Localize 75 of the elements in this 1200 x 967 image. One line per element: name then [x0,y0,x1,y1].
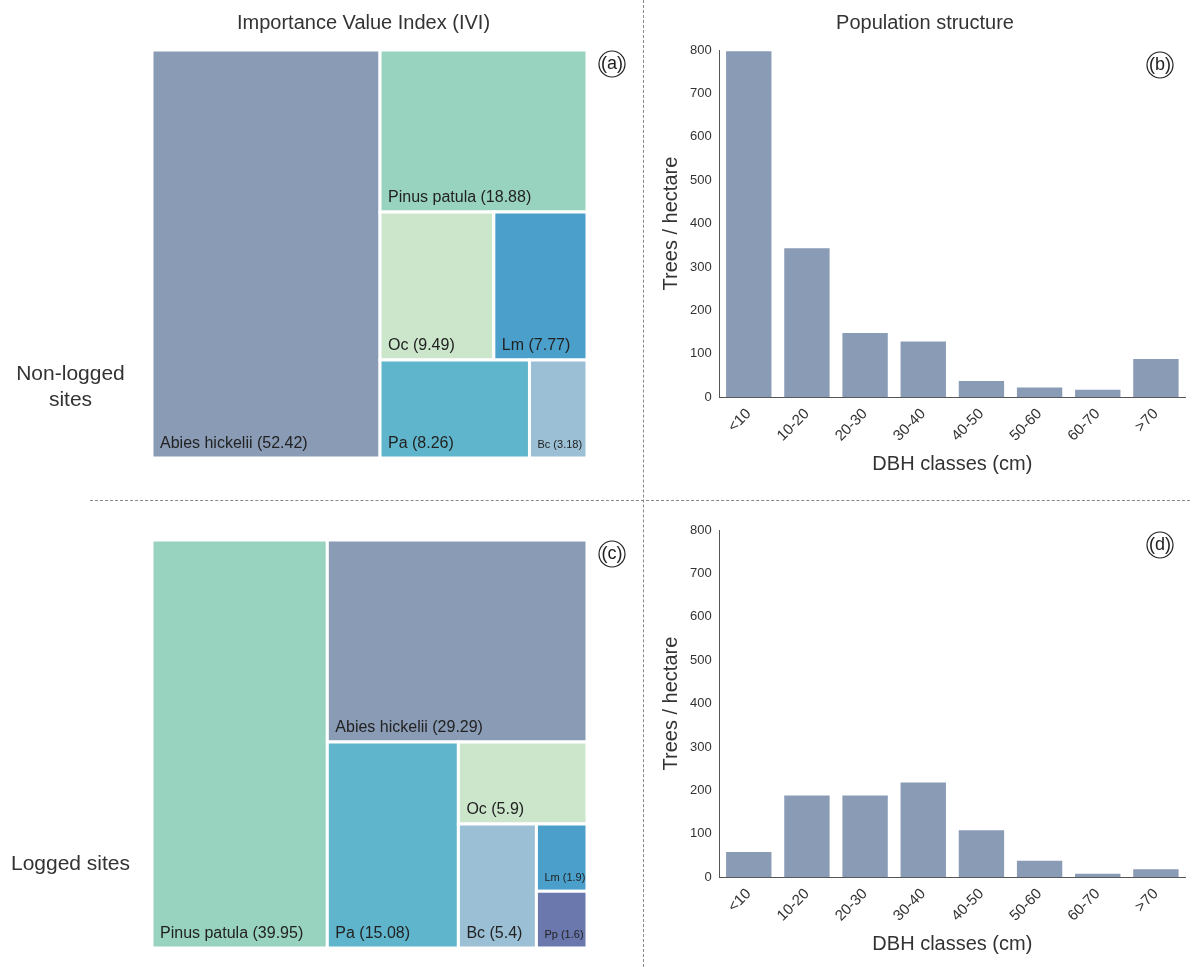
y-tick-label: 100 [689,345,712,361]
category-label: Abies hickelii [335,717,428,735]
data-label: (9.49) [412,335,455,353]
y-tick-label: 600 [689,128,712,144]
bar [1016,387,1063,398]
y-tick-label: 800 [689,41,712,57]
category-label: Lm [501,335,525,353]
data-label: (8.26) [412,434,454,451]
text: Logged sites [9,850,132,876]
data-label: (18.88) [480,187,532,205]
bar [842,332,888,398]
data-label: (1.6) [560,928,584,940]
y-tick-label: 500 [689,651,712,667]
x-tick-label: >70 [1130,404,1161,435]
y-tick-label: 700 [689,84,712,100]
data-label: (29.29) [432,717,483,735]
x-axis-title: DBH classes (cm) [872,451,1033,474]
category-label: Pa [388,434,408,451]
x-axis-title: DBH classes (cm) [872,931,1033,954]
category-label: Abies hickelii [160,434,253,451]
category-label: Pinus patula [160,924,249,941]
bar [1133,869,1179,878]
y-tick-label: 200 [689,301,712,317]
bar [784,248,830,398]
y-tick-label: 300 [689,738,712,754]
bar [842,795,888,878]
category-label: Bc [537,438,551,450]
y-tick-label: 200 [689,781,712,797]
annotation: (b) [1149,53,1171,74]
annotation: (d) [1149,533,1171,554]
y-axis-title: Trees / hectare [658,156,681,291]
y-tick-label: 300 [689,258,712,274]
bar [900,341,946,398]
category-label: Pinus patula [388,187,477,205]
x-tick-label: >70 [1130,884,1161,915]
category-label: Pp [544,928,558,940]
bar [1133,358,1179,398]
category-label: Pa [335,924,355,941]
data-label: (3.18) [553,438,583,450]
text: Importance Value Index (IVI) [235,10,492,34]
bar [726,51,772,398]
category-label: Lm [544,871,560,884]
category-label: Oc [388,335,409,353]
data-label: (15.08) [359,924,411,941]
x-tick-label: <10 [723,884,754,915]
data-label: (52.42) [256,434,308,451]
category-label: Oc [466,800,487,818]
chart-title: Population structure [835,10,1015,34]
data-label: (7.77) [528,335,571,353]
bar [1075,389,1121,398]
y-tick-label: 800 [689,521,712,537]
x-tick-label: <10 [723,404,754,435]
y-tick-label: 0 [704,388,712,404]
bar [900,782,946,878]
data-label: (1.9) [562,871,586,884]
y-tick-label: 500 [689,171,712,187]
data-label: (5.9) [491,800,525,818]
text: (c) [601,542,623,563]
bar [726,851,772,878]
data-label: (39.95) [252,924,304,941]
y-tick-label: 700 [689,564,712,580]
y-tick-label: 400 [689,695,712,711]
bar [784,795,830,878]
y-tick-label: 600 [689,608,712,624]
bar [1016,860,1063,878]
bar [958,830,1005,878]
category-label: Bc [466,924,486,941]
y-tick-label: 100 [689,825,712,841]
y-tick-label: 0 [704,868,712,884]
bar [958,381,1005,398]
text: (a) [601,52,623,73]
y-axis-title: Trees / hectare [658,636,681,771]
text: Non-logged sites [15,360,126,412]
y-tick-label: 400 [689,215,712,231]
data-label: (5.4) [489,924,523,941]
